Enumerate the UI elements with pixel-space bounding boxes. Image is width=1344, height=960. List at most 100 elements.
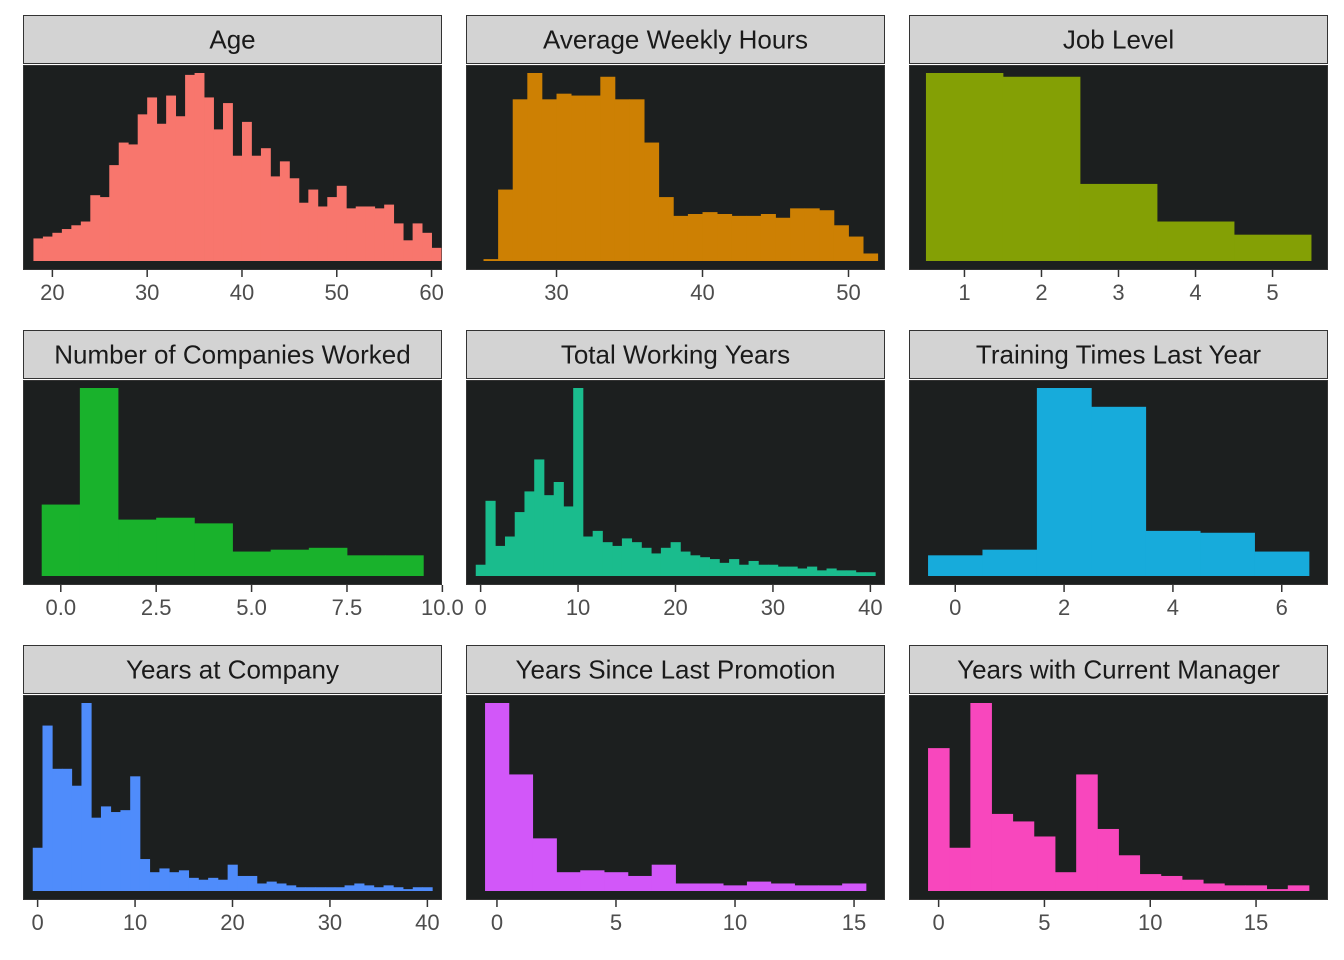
- histogram-bar: [109, 165, 120, 261]
- histogram-bar: [1145, 530, 1201, 576]
- histogram-bar: [52, 768, 63, 891]
- histogram-bar: [128, 144, 139, 261]
- histogram-bar: [794, 885, 819, 891]
- histogram-bar: [147, 97, 158, 261]
- facet-panel: Average Weekly Hours 30 40 50: [466, 15, 885, 305]
- histogram-bar: [524, 491, 535, 576]
- histogram-bar: [573, 388, 584, 576]
- histogram-bar: [346, 555, 386, 576]
- histogram-bar: [675, 883, 700, 891]
- histogram-bar: [1012, 821, 1035, 891]
- histogram-bar: [237, 875, 248, 891]
- histogram-bar: [1091, 406, 1147, 576]
- histogram-bar: [149, 872, 160, 891]
- x-tick-label: 15: [1244, 910, 1268, 935]
- histogram-bar: [374, 208, 385, 261]
- x-tick-label: 5: [1038, 910, 1050, 935]
- x-tick-label: 40: [858, 595, 882, 620]
- histogram-bar: [512, 99, 528, 261]
- histogram-bar: [41, 504, 81, 576]
- histogram-bar: [403, 889, 414, 891]
- histogram-bar: [403, 240, 414, 261]
- histogram-bar: [232, 551, 272, 576]
- histogram-bar: [156, 517, 195, 576]
- histogram-bar: [709, 559, 720, 576]
- histogram-bar: [602, 542, 613, 576]
- histogram-bar: [266, 881, 277, 891]
- histogram-bar: [777, 566, 788, 576]
- facet-strip: [466, 330, 885, 379]
- histogram-bar: [614, 99, 630, 261]
- histogram-bar: [270, 549, 310, 576]
- histogram-bar: [928, 555, 983, 576]
- histogram-bar: [848, 236, 864, 261]
- x-tick-label: 40: [415, 910, 439, 935]
- histogram-bar: [804, 208, 820, 261]
- histogram-bar: [42, 725, 53, 891]
- histogram-bar: [61, 768, 73, 891]
- facet-title: Training Times Last Year: [976, 340, 1262, 370]
- histogram-bar: [760, 214, 776, 261]
- x-tick-label: 30: [761, 595, 785, 620]
- histogram-bar: [807, 566, 818, 576]
- histogram-bar: [1079, 183, 1158, 261]
- facet-title: Total Working Years: [561, 340, 790, 370]
- x-tick-label: 0: [933, 910, 945, 935]
- histogram-bar: [1157, 221, 1235, 261]
- histogram-bar: [991, 813, 1014, 891]
- histogram-bar: [383, 885, 394, 891]
- histogram-bar: [651, 864, 676, 891]
- histogram-bar: [373, 887, 384, 891]
- histogram-bar: [1254, 551, 1310, 576]
- histogram-bar: [32, 847, 43, 891]
- histogram-bar: [412, 223, 423, 261]
- facet-strip: [23, 330, 442, 379]
- histogram-bar: [719, 562, 730, 576]
- histogram-bar: [422, 887, 433, 891]
- histogram-bar: [1033, 836, 1056, 891]
- histogram-bar: [344, 885, 355, 891]
- histogram-bar: [52, 232, 63, 261]
- histogram-bar: [699, 883, 724, 891]
- histogram-bar: [495, 545, 506, 576]
- histogram-bar: [194, 523, 233, 576]
- histogram-bar: [925, 73, 1004, 261]
- histogram-bar: [317, 206, 328, 261]
- x-tick-label: 4: [1189, 280, 1201, 305]
- histogram-bar: [42, 236, 53, 261]
- histogram-bar: [166, 95, 177, 261]
- x-tick-label: 4: [1167, 595, 1179, 620]
- histogram-bar: [208, 877, 219, 891]
- histogram-bar: [604, 872, 629, 891]
- histogram-bar: [855, 572, 866, 576]
- histogram-bar: [1287, 885, 1310, 891]
- x-tick-label: 10: [123, 910, 147, 935]
- x-tick-label: 6: [1276, 595, 1288, 620]
- facet-strip: [23, 15, 442, 64]
- histogram-bar: [346, 208, 357, 261]
- histogram-bar: [1181, 879, 1204, 891]
- histogram-bar: [731, 215, 747, 261]
- histogram-bar: [826, 568, 837, 576]
- histogram-bar: [308, 189, 319, 261]
- histogram-bar: [541, 99, 557, 261]
- histogram-bar: [325, 887, 336, 891]
- histogram-bar: [118, 142, 129, 261]
- histogram-bar: [816, 570, 827, 576]
- histogram-bar: [247, 875, 258, 891]
- histogram-bar: [729, 559, 740, 576]
- x-tick-label: 7.5: [332, 595, 363, 620]
- histogram-bar: [641, 547, 652, 576]
- histogram-bar: [627, 875, 653, 891]
- histogram-bar: [251, 155, 262, 261]
- histogram-bar: [365, 206, 376, 261]
- x-tick-label: 10: [1138, 910, 1162, 935]
- histogram-bar: [863, 253, 879, 261]
- x-tick-label: 0: [949, 595, 961, 620]
- histogram-bar: [260, 148, 271, 261]
- histogram-bar: [79, 388, 119, 576]
- facet-title: Job Level: [1063, 25, 1174, 55]
- facet-strip: [909, 15, 1328, 64]
- histogram-bar: [308, 547, 348, 576]
